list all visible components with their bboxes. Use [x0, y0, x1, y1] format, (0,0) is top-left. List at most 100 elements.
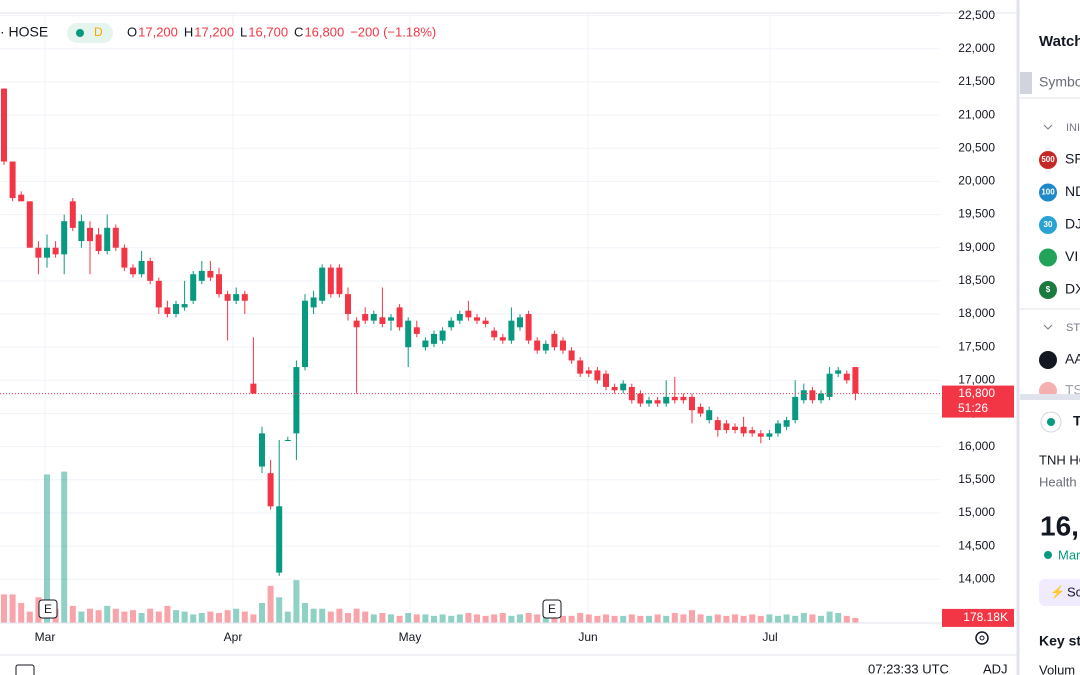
- volume-bar: [689, 610, 695, 623]
- volume-bar: [723, 615, 730, 623]
- candle-body: [551, 333, 558, 348]
- volume-bar: [78, 611, 85, 623]
- volume-bar: [405, 613, 412, 623]
- price-tag: [942, 385, 1014, 418]
- candle-body: [835, 370, 842, 374]
- calendar-icon[interactable]: [15, 664, 35, 675]
- candle-body: [35, 247, 42, 258]
- button[interactable]: [1039, 579, 1080, 606]
- candle-body: [852, 367, 859, 394]
- watch-symbol[interactable]: SP: [1065, 151, 1080, 167]
- candle-body: [121, 247, 128, 268]
- candle-body: [740, 426, 747, 434]
- group-label: STO: [1066, 322, 1080, 334]
- candle-body: [207, 270, 214, 278]
- volume-bar: [542, 615, 549, 623]
- candle-body: [405, 320, 412, 348]
- volume-bar: [190, 614, 197, 623]
- candle-body: [362, 314, 369, 321]
- volume-bar: [508, 615, 515, 623]
- candle-body: [783, 420, 790, 427]
- volume-bar: [233, 608, 240, 623]
- volume-bar: [809, 614, 816, 623]
- volume-bar: [465, 613, 472, 623]
- candle-body: [396, 307, 403, 328]
- ohlc-key: H: [184, 24, 193, 39]
- candle-body: [61, 221, 68, 255]
- volume-bar: [18, 603, 25, 623]
- y-tick-label: 19,500: [958, 207, 995, 221]
- fade: [1020, 376, 1080, 394]
- volume-bar: [766, 614, 773, 623]
- candle-body: [517, 317, 523, 328]
- watch-symbol[interactable]: DJ: [1065, 216, 1080, 232]
- candle-body: [78, 221, 85, 242]
- y-tick-label: 22,000: [958, 41, 995, 55]
- y-tick-label: 21,500: [958, 74, 995, 88]
- search[interactable]: Symbo: [1039, 74, 1080, 90]
- watch-symbol[interactable]: VI: [1065, 248, 1078, 264]
- volume-bar: [284, 611, 291, 623]
- y-tick-label: 22,500: [958, 8, 995, 22]
- volume-bar: [740, 615, 747, 623]
- watch-symbol[interactable]: DX: [1065, 281, 1080, 297]
- settings-icon[interactable]: [975, 631, 989, 645]
- volume-bar: [104, 605, 111, 623]
- y-tick-label: 17,500: [958, 339, 995, 353]
- event-marker[interactable]: [38, 599, 58, 619]
- y-tick-label: 17,000: [958, 372, 995, 386]
- event-marker[interactable]: [542, 599, 562, 619]
- candle-body: [628, 386, 635, 401]
- candle-body: [766, 433, 773, 437]
- company-logo-mark: [1047, 418, 1055, 426]
- candle-body: [646, 400, 652, 404]
- volume-bar: [517, 614, 523, 623]
- volume-bar: [560, 615, 566, 623]
- candle-body: [164, 307, 171, 315]
- price-tag-label: 16,800: [958, 386, 995, 400]
- candle-body: [689, 396, 695, 411]
- candle-body: [130, 267, 136, 275]
- x-tick-label: Jul: [762, 630, 777, 644]
- volume-bar: [568, 615, 575, 623]
- volume-bar: [95, 610, 102, 623]
- candle-body: [284, 440, 291, 441]
- candle-body: [499, 337, 506, 341]
- volume-bar: [259, 603, 265, 623]
- volume-bar: [637, 615, 644, 623]
- volume-bar: [525, 613, 532, 623]
- watch-symbol[interactable]: AA: [1065, 351, 1080, 367]
- volume-bar: [267, 585, 274, 623]
- volume-bar: [800, 613, 807, 623]
- watch-symbol[interactable]: ND: [1065, 183, 1080, 199]
- field-label: Volum: [1039, 662, 1075, 675]
- group-label: INI: [1066, 122, 1080, 134]
- volume-bar: [818, 615, 824, 623]
- candle-body: [147, 260, 154, 281]
- volume-bar: [491, 614, 498, 623]
- adj-toggle[interactable]: ADJ: [983, 661, 1008, 675]
- candle-body: [585, 370, 592, 374]
- symbol-icon: [1039, 281, 1057, 299]
- search-edge: [1020, 72, 1032, 94]
- settings-icon-core: [979, 635, 985, 641]
- candle-body: [542, 343, 549, 351]
- symbol-icon-label: 500: [1041, 155, 1055, 164]
- volume-bar: [130, 610, 136, 623]
- volume-bar: [181, 611, 188, 623]
- candle-body: [379, 317, 386, 324]
- candle-body: [723, 423, 730, 431]
- candle-body: [714, 420, 721, 431]
- ohlc-value: 17,200: [138, 24, 178, 39]
- y-tick-label: 14,500: [958, 538, 995, 552]
- volume-bar: [439, 614, 446, 623]
- candle-body: [611, 386, 618, 391]
- volume-tag: [942, 608, 1014, 627]
- interval-pill[interactable]: [67, 23, 113, 43]
- volume-bar: [551, 614, 558, 623]
- volume-bar: [448, 615, 455, 623]
- candle-body: [276, 506, 283, 573]
- volume-bar: [319, 608, 326, 623]
- candle-body: [173, 304, 179, 315]
- volume-bar: [474, 614, 480, 623]
